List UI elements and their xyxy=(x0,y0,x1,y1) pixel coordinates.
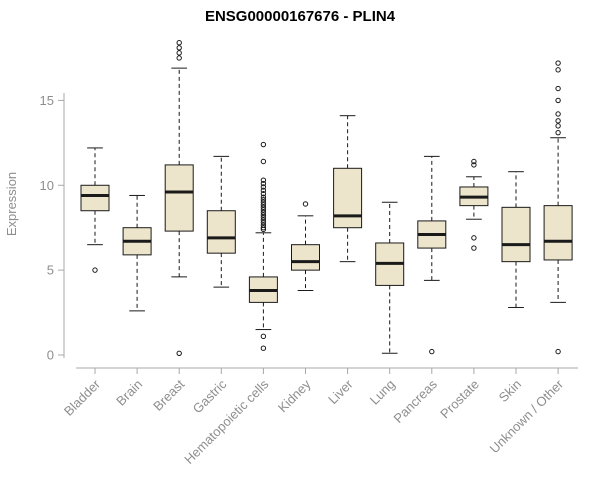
outlier-point xyxy=(260,209,267,216)
box xyxy=(80,184,110,212)
category-label: Liver xyxy=(325,376,356,407)
box xyxy=(206,210,236,254)
outlier-point xyxy=(471,245,477,251)
category-label: Prostate xyxy=(437,377,482,422)
outlier-point xyxy=(260,212,267,218)
outlier-point xyxy=(260,196,267,203)
outlier-point xyxy=(260,180,267,187)
outlier-point xyxy=(260,333,267,340)
chart-title: ENSG00000167676 - PLIN4 xyxy=(204,8,396,25)
outlier-point xyxy=(471,235,477,241)
outlier-point xyxy=(260,204,267,211)
outlier-point xyxy=(92,267,98,273)
outlier-point xyxy=(176,45,182,51)
outlier-point xyxy=(260,194,267,200)
box xyxy=(291,244,320,271)
outlier-point xyxy=(555,129,561,136)
outlier-point xyxy=(260,158,267,165)
box xyxy=(164,164,194,232)
category-label: Breast xyxy=(150,376,187,413)
outlier-point xyxy=(260,184,267,190)
outlier-point xyxy=(260,225,267,231)
outlier-point xyxy=(555,111,561,117)
box xyxy=(501,206,531,263)
outlier-point xyxy=(555,123,561,129)
outlier-point xyxy=(555,118,561,124)
outlier-point xyxy=(555,85,561,92)
outlier-point xyxy=(260,202,267,208)
y-tick-label: 10 xyxy=(40,178,54,193)
category-label: Unknown / Other xyxy=(487,376,567,456)
category-label: Gastric xyxy=(190,376,230,416)
outlier-point xyxy=(260,207,267,213)
outlier-point xyxy=(260,177,267,183)
y-tick-label: 0 xyxy=(47,348,54,363)
outlier-point xyxy=(471,162,477,168)
outlier-point xyxy=(176,39,182,46)
category-label: Skin xyxy=(496,377,524,405)
category-label: Lung xyxy=(367,377,398,408)
box xyxy=(543,205,573,261)
category-label: Brain xyxy=(113,377,145,409)
outlier-point xyxy=(176,55,182,61)
outlier-point xyxy=(260,141,267,148)
outlier-point xyxy=(260,199,267,205)
y-tick-label: 5 xyxy=(47,263,54,278)
outlier-point xyxy=(555,67,561,73)
outlier-point xyxy=(555,348,561,355)
outlier-point xyxy=(302,201,309,207)
category-label: Bladder xyxy=(61,376,104,419)
outlier-point xyxy=(260,214,267,221)
outlier-point xyxy=(260,187,267,194)
outlier-point xyxy=(260,345,267,351)
outlier-point xyxy=(555,97,561,104)
outlier-point xyxy=(260,226,267,233)
y-axis-label: Expression xyxy=(4,171,19,237)
outlier-point xyxy=(429,348,435,355)
outlier-point xyxy=(260,217,267,223)
box xyxy=(333,167,363,229)
outlier-point xyxy=(471,158,477,165)
category-label: Pancreas xyxy=(390,376,440,426)
outlier-point xyxy=(176,350,182,357)
outlier-point xyxy=(260,191,267,197)
outlier-point xyxy=(260,219,267,226)
outlier-point xyxy=(555,60,561,66)
y-tick-label: 15 xyxy=(40,93,54,108)
outlier-point xyxy=(176,50,182,56)
category-label: Kidney xyxy=(275,376,314,415)
